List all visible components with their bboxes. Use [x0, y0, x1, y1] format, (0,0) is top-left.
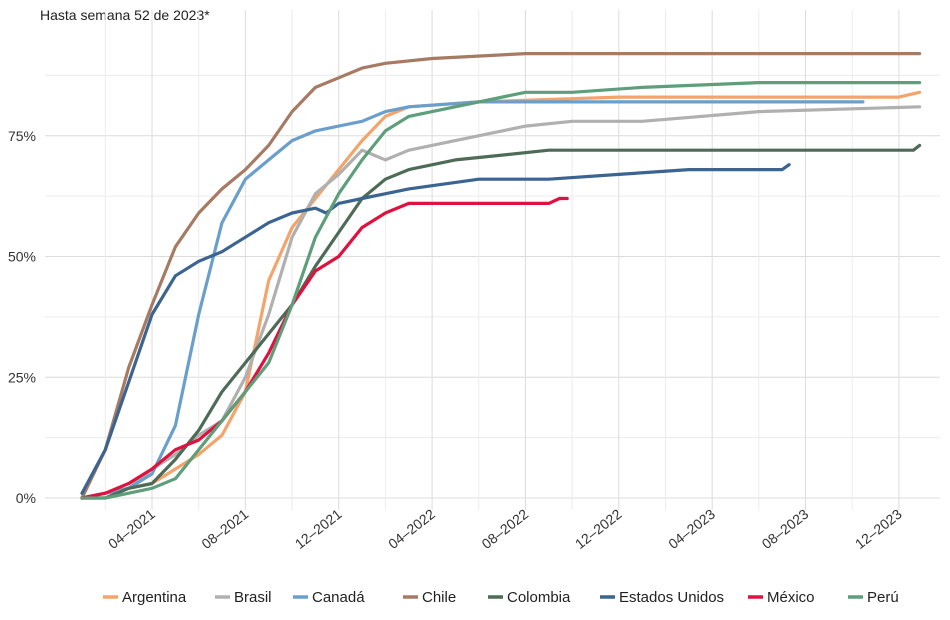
y-axis-ticks: 0% 25% 50% 75%	[8, 128, 36, 506]
x-tick-label: 04–2022	[385, 506, 438, 552]
y-tick-label: 50%	[8, 249, 36, 265]
y-tick-label: 25%	[8, 369, 36, 385]
series-line-m-xico	[80, 196, 569, 500]
x-tick-label: 04–2023	[665, 506, 718, 552]
x-tick-label: 12–2022	[572, 506, 625, 552]
x-tick-label: 12–2023	[852, 506, 905, 552]
x-axis-ticks: 04–2021 08–2021 12–2021 04–2022 08–2022 12–20…	[105, 506, 905, 552]
legend-label: Perú	[867, 589, 899, 606]
series-line-estados-unidos	[80, 163, 791, 495]
chart-title: Hasta semana 52 de 2023*	[40, 7, 210, 23]
series-line-colombia	[80, 143, 922, 500]
legend-label: Argentina	[122, 589, 187, 606]
x-tick-label: 08–2021	[198, 506, 251, 552]
series-line-per-	[80, 80, 922, 500]
legend-label: México	[767, 589, 815, 606]
series-line-chile	[80, 51, 922, 500]
x-tick-label: 04–2021	[105, 506, 158, 552]
series-lines	[80, 51, 922, 500]
legend-label: Colombia	[507, 589, 571, 606]
y-tick-label: 75%	[8, 128, 36, 144]
legend-label: Chile	[422, 589, 456, 606]
y-tick-label: 0%	[16, 490, 36, 506]
series-line-brasil	[80, 105, 922, 500]
legend-label: Estados Unidos	[619, 589, 724, 606]
grid	[45, 10, 940, 510]
series-line-canad-	[80, 100, 865, 500]
x-tick-label: 12–2021	[292, 506, 345, 552]
legend-label: Canadá	[312, 589, 365, 606]
x-tick-label: 08–2022	[478, 506, 531, 552]
legend: Argentina Brasil Canadá Chile Colombia Estado…	[103, 589, 899, 606]
x-tick-label: 08–2023	[759, 506, 812, 552]
legend-label: Brasil	[234, 589, 272, 606]
